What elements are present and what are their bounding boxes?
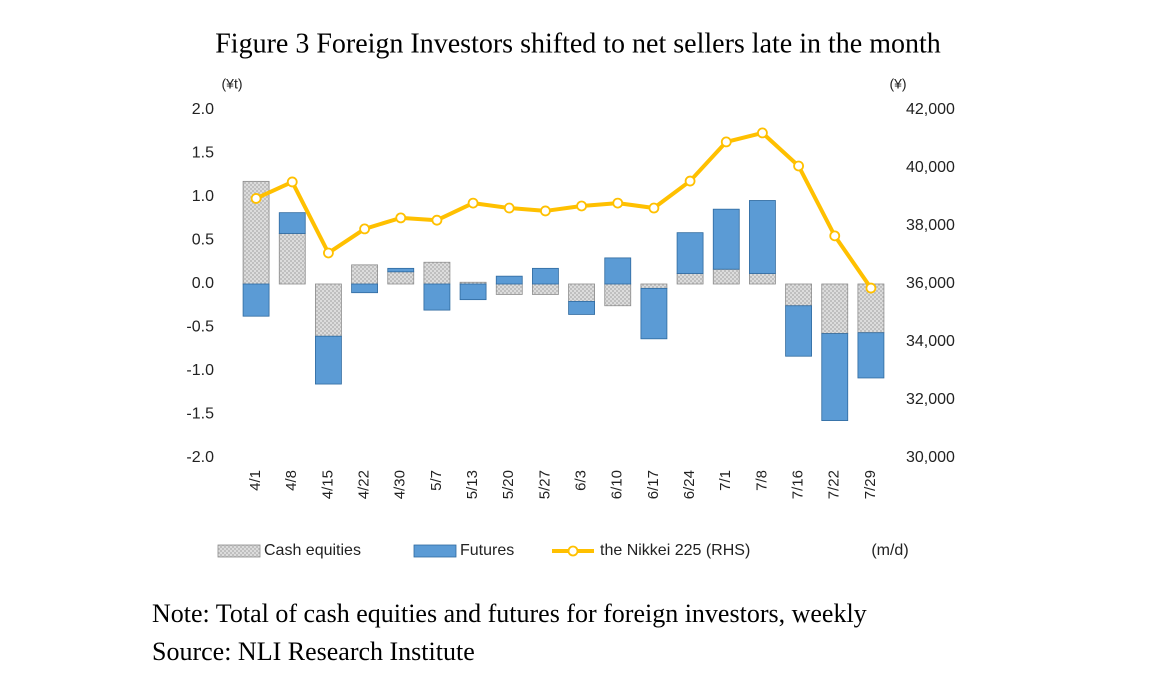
legend-label: the Nikkei 225 (RHS) [600,542,750,559]
x-tick-label: 7/16 [790,470,807,499]
bar [315,283,342,337]
x-tick-label: 5/20 [500,470,517,499]
y-tick-label: 2.0 [192,101,214,118]
x-tick-label: 5/27 [536,470,553,499]
line-marker [395,212,407,224]
line-marker [648,202,660,214]
bar [351,283,378,294]
legend-swatch [567,545,579,557]
bar [821,333,849,421]
bar [857,332,885,379]
y2-tick-label: 30,000 [906,449,955,466]
line-marker [503,202,515,214]
bar [604,283,632,307]
legend-label: Cash equities [264,542,361,559]
chart-title: Figure 3 Foreign Investors shifted to ne… [215,28,941,59]
bar [495,275,523,285]
line-marker [467,197,479,209]
y-tick-label: 0.5 [192,232,214,249]
legend-swatch [217,544,261,558]
x-tick-label: 7/29 [862,470,879,499]
x-tick-label: 6/3 [573,470,590,491]
y-tick-label: -2.0 [186,449,214,466]
x-tick-label: 4/15 [319,470,336,499]
y2-tick-label: 38,000 [906,217,955,234]
y2-tick-label: 34,000 [906,333,955,350]
y-tick-label: 1.0 [192,188,214,205]
line-marker [612,197,624,209]
bar [351,264,378,285]
y2-tick-label: 36,000 [906,275,955,292]
source: Source: NLI Research Institute [152,637,475,666]
x-tick-label: 4/1 [247,470,264,491]
y-tick-label: -1.5 [186,406,214,423]
x-tick-label: 4/8 [283,470,300,491]
bar [640,287,668,340]
bar [640,283,668,289]
y-tick-label: -1.0 [186,362,214,379]
line-marker [286,176,298,188]
bar [568,283,595,302]
x-tick-label: 5/7 [428,470,445,491]
bar [495,283,523,295]
bar [785,305,812,357]
legend-label: Futures [460,542,514,559]
note: Note: Total of cash equities and futures… [152,599,867,628]
line-marker [576,200,587,212]
bar [749,200,776,274]
bar [423,283,451,311]
bar [459,283,487,301]
y-tick-label: 1.5 [192,145,214,162]
line-marker [757,127,768,139]
line-marker [323,247,334,259]
bar [387,267,415,273]
x-axis-label: (m/d) [871,542,908,559]
bar [785,283,812,307]
y2-tick-label: 40,000 [906,159,955,176]
line-marker [865,282,877,294]
y2-axis-label: (¥) [889,76,906,92]
bar [604,257,632,285]
line-marker [829,230,841,242]
bar [242,283,270,317]
bar [821,283,849,334]
bar [423,261,451,285]
line-marker [250,193,262,204]
y-tick-label: 0.0 [192,275,214,292]
bar [749,273,776,285]
x-tick-label: 6/24 [681,470,698,499]
y2-tick-label: 42,000 [906,101,955,118]
x-tick-label: 4/22 [356,470,373,499]
x-tick-label: 7/22 [826,470,843,499]
line-marker [431,214,443,226]
bar [532,283,559,295]
bar [278,233,306,285]
line-marker [720,136,732,148]
x-tick-label: 4/30 [392,470,409,499]
bar [315,335,342,385]
x-tick-label: 5/13 [464,470,481,499]
y-tick-label: -0.5 [186,319,214,336]
y-axis-label: (¥t) [222,76,243,92]
legend-swatch [413,544,457,558]
x-tick-label: 6/10 [609,470,626,499]
y2-tick-label: 32,000 [906,391,955,408]
bar [387,271,415,285]
bar [676,232,704,274]
line-marker [359,223,370,235]
bar [712,268,740,285]
line-marker [793,160,804,172]
x-tick-label: 7/8 [753,470,770,491]
line-marker [540,205,551,217]
x-tick-label: 7/1 [717,470,734,491]
line [255,130,873,290]
bar [712,208,740,270]
line-marker [684,175,696,187]
bar [278,212,306,234]
bar [568,300,595,315]
bar [532,267,559,285]
x-tick-label: 6/17 [645,470,662,499]
bar [676,273,704,285]
